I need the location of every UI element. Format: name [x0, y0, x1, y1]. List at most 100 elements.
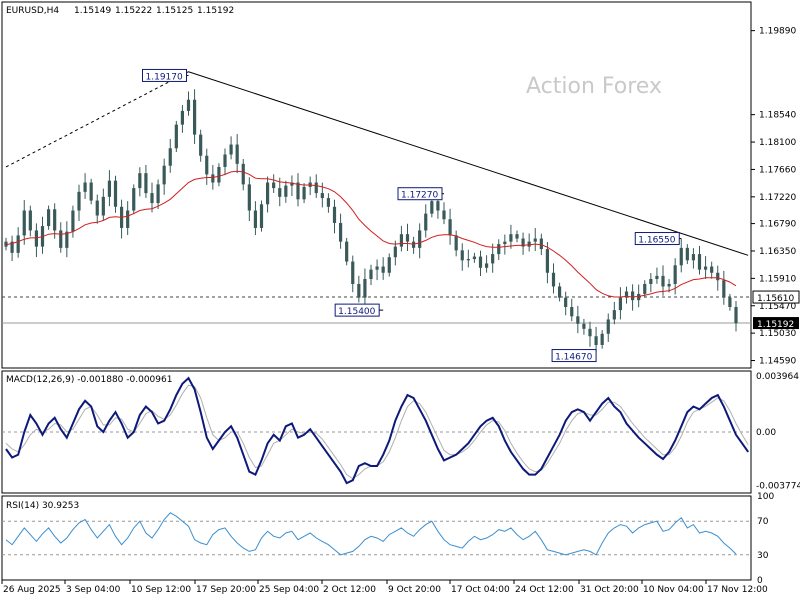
current-price-label: 1.15192 [757, 320, 794, 330]
candle-body [320, 193, 324, 199]
candle-body [150, 193, 154, 204]
price-ytick-label: 1.17220 [759, 193, 796, 203]
candle-body [612, 310, 616, 320]
candle-body [649, 278, 653, 284]
candle-body [472, 256, 477, 260]
candle-body [10, 241, 14, 253]
candle-body [83, 182, 87, 192]
price-ytick-label: 1.15910 [759, 274, 796, 284]
candle-body [375, 266, 379, 270]
rsi-ytick-label: 0 [757, 576, 763, 586]
xtick-label: 25 Sep 04:00 [259, 585, 319, 595]
candle-body [710, 266, 714, 273]
candle-body [53, 209, 57, 231]
candle-body [497, 244, 501, 255]
rsi-line [5, 512, 737, 556]
candle-body [229, 144, 233, 155]
annotation-label: 1.15400 [338, 307, 375, 317]
candle-body [430, 201, 434, 214]
candle-body [667, 283, 671, 287]
candle-body [527, 241, 531, 247]
candle-body [4, 241, 8, 247]
candle-body [272, 182, 276, 189]
annotation-label: 1.17270 [401, 191, 438, 201]
candle-body [326, 198, 331, 207]
candle-body [138, 173, 142, 189]
candle-body [582, 323, 586, 329]
current-price-tag [753, 317, 799, 330]
annotation-label: 1.14670 [555, 353, 592, 363]
candle-body [399, 234, 404, 247]
candle-body [576, 316, 580, 324]
candle-body [454, 235, 458, 251]
candle-body [515, 234, 519, 239]
candle-body [16, 235, 20, 253]
watermark: Action Forex [526, 74, 662, 99]
candle-body [192, 99, 197, 135]
candle-body [734, 307, 738, 324]
candle-body [600, 333, 604, 345]
candle-body [539, 238, 543, 250]
macd-ytick-label: 0.003964 [756, 372, 799, 382]
candle-body [338, 222, 343, 242]
price-ytick-label: 1.16350 [759, 247, 796, 257]
candle-body [156, 184, 160, 204]
candle-body [259, 204, 264, 228]
candle-body [101, 196, 105, 216]
candle-body [503, 241, 507, 245]
candle-body [448, 219, 452, 236]
candle-body [174, 124, 178, 149]
candle-body [217, 166, 221, 183]
rsi-ytick-label: 70 [757, 517, 769, 527]
price-ytick-label: 1.19890 [759, 27, 796, 37]
price-ytick-label: 1.18540 [759, 111, 796, 121]
price-ytick-label: 1.15030 [759, 329, 796, 339]
macd-ytick-label: 0.00 [756, 428, 776, 438]
xtick-label: 24 Oct 12:00 [515, 585, 574, 595]
candle-body [618, 297, 623, 311]
candle-body [357, 283, 361, 298]
xtick-label: 17 Nov 12:00 [707, 585, 768, 595]
rsi-ytick-label: 30 [757, 551, 769, 561]
candle-body [211, 174, 215, 183]
candle-body [637, 293, 641, 301]
candle-body [107, 180, 112, 197]
candle-body [113, 180, 118, 207]
annotation-label: 1.16550 [638, 236, 675, 246]
candle-body [89, 182, 93, 201]
candle-body [144, 173, 148, 194]
candle-body [594, 336, 598, 345]
candle-body [284, 185, 288, 197]
annotation-box [634, 232, 680, 246]
rsi-panel [1, 495, 752, 581]
candle-body [478, 256, 483, 268]
xtick-label: 26 Aug 2025 [3, 585, 61, 595]
annotation-box [397, 187, 443, 201]
candle-body [484, 263, 489, 268]
candle-body [332, 206, 337, 223]
candle-body [223, 154, 227, 167]
candle-body [363, 278, 367, 298]
candle-body [235, 144, 239, 164]
candle-body [643, 283, 647, 294]
candle-body [314, 182, 318, 194]
ohlc-value: 1.15222 [115, 6, 152, 16]
candle-body [722, 280, 726, 298]
candle-body [491, 254, 495, 264]
candle-body [716, 272, 720, 281]
price-ytick-label: 1.17660 [759, 165, 796, 175]
candle-body [393, 246, 397, 258]
candle-body [436, 201, 440, 211]
candle-body [290, 182, 294, 186]
price-title: EURUSD,H4 [6, 6, 59, 16]
candle-body [442, 210, 446, 220]
xtick-label: 2 Oct 12:00 [323, 585, 376, 595]
ohlc-value: 1.15125 [156, 6, 193, 16]
xtick-label: 31 Oct 20:00 [580, 585, 639, 595]
annotation-box [142, 68, 187, 82]
candle-body [369, 269, 373, 279]
candle-body [564, 297, 568, 307]
candle-body [697, 254, 702, 270]
xtick-label: 10 Nov 04:00 [643, 585, 704, 595]
candle-body [466, 259, 470, 261]
